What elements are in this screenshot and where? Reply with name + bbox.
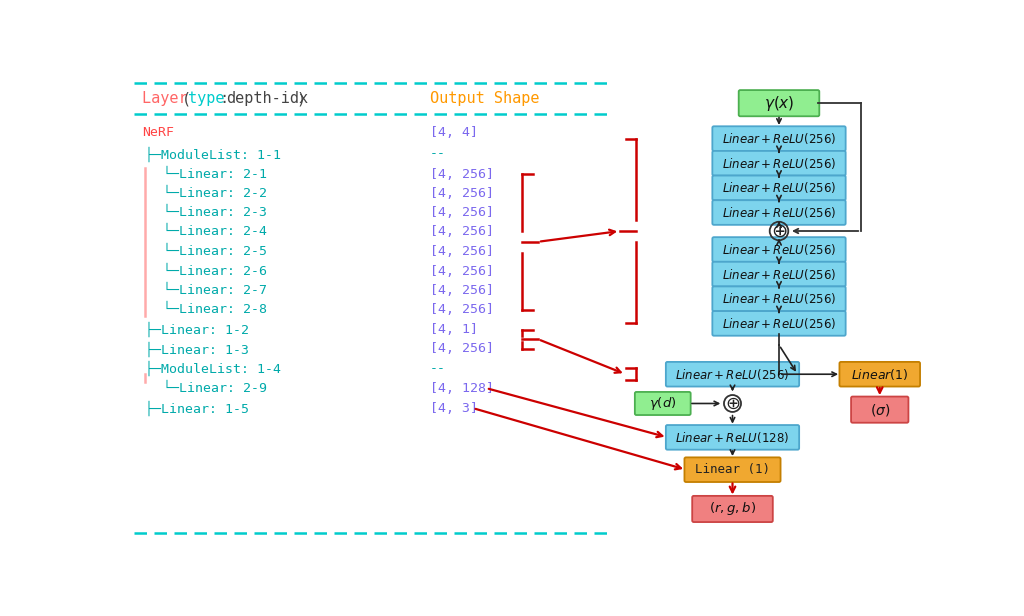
Text: $Linear + ReLU(256)$: $Linear + ReLU(256)$ — [722, 180, 836, 195]
Text: $Linear + ReLU(256)$: $Linear + ReLU(256)$ — [722, 316, 836, 331]
Text: [4, 256]: [4, 256] — [430, 303, 495, 316]
Text: └─Linear: 2-6: └─Linear: 2-6 — [163, 264, 267, 278]
Text: [4, 256]: [4, 256] — [430, 342, 495, 355]
Text: [4, 256]: [4, 256] — [430, 284, 495, 297]
Text: $Linear + ReLU(256)$: $Linear + ReLU(256)$ — [722, 205, 836, 220]
Text: └─Linear: 2-4: └─Linear: 2-4 — [163, 225, 267, 238]
Text: [4, 256]: [4, 256] — [430, 225, 495, 238]
Text: ├─Linear: 1-5: ├─Linear: 1-5 — [145, 400, 249, 416]
Text: $Linear + ReLU(256)$: $Linear + ReLU(256)$ — [722, 242, 836, 257]
Text: $\gamma(d)$: $\gamma(d)$ — [649, 395, 677, 412]
Text: $\gamma(x)$: $\gamma(x)$ — [764, 94, 795, 113]
Text: $Linear + ReLU(256)$: $Linear + ReLU(256)$ — [722, 131, 836, 146]
Text: $Linear + ReLU(256)$: $Linear + ReLU(256)$ — [722, 291, 836, 306]
Text: [4, 256]: [4, 256] — [430, 187, 495, 200]
Text: --: -- — [430, 362, 446, 375]
Text: ├─ModuleList: 1-1: ├─ModuleList: 1-1 — [145, 146, 281, 162]
Text: --: -- — [430, 147, 446, 161]
Text: NeRF: NeRF — [142, 126, 174, 139]
Text: $(r, g, b)$: $(r, g, b)$ — [709, 500, 756, 517]
Text: [4, 256]: [4, 256] — [430, 206, 495, 219]
FancyBboxPatch shape — [713, 286, 846, 311]
Text: ): ) — [297, 91, 306, 106]
Text: Linear (1): Linear (1) — [695, 463, 770, 476]
FancyBboxPatch shape — [684, 457, 780, 482]
Text: [4, 4]: [4, 4] — [430, 126, 478, 139]
FancyBboxPatch shape — [713, 126, 846, 151]
Text: ├─Linear: 1-2: ├─Linear: 1-2 — [145, 322, 249, 338]
Text: $\oplus$: $\oplus$ — [771, 222, 787, 240]
Text: $Linear + ReLU(256)$: $Linear + ReLU(256)$ — [676, 367, 790, 382]
Text: $Linear + ReLU(256)$: $Linear + ReLU(256)$ — [722, 267, 836, 282]
Text: depth-idx: depth-idx — [225, 91, 308, 106]
Text: └─Linear: 2-9: └─Linear: 2-9 — [163, 381, 267, 395]
Text: └─Linear: 2-8: └─Linear: 2-8 — [163, 303, 267, 316]
FancyBboxPatch shape — [713, 200, 846, 225]
Text: (: ( — [182, 91, 191, 106]
FancyBboxPatch shape — [851, 397, 908, 423]
FancyBboxPatch shape — [692, 496, 773, 522]
Text: $\oplus$: $\oplus$ — [725, 394, 740, 413]
FancyBboxPatch shape — [713, 237, 846, 262]
Text: [4, 256]: [4, 256] — [430, 168, 495, 180]
Text: [4, 1]: [4, 1] — [430, 323, 478, 336]
Text: └─Linear: 2-3: └─Linear: 2-3 — [163, 206, 267, 219]
FancyBboxPatch shape — [666, 362, 799, 387]
Text: $(\sigma)$: $(\sigma)$ — [869, 402, 890, 418]
FancyBboxPatch shape — [713, 176, 846, 200]
FancyBboxPatch shape — [666, 425, 799, 450]
Text: Output Shape: Output Shape — [430, 91, 540, 106]
FancyBboxPatch shape — [738, 90, 819, 116]
Text: ├─ModuleList: 1-4: ├─ModuleList: 1-4 — [145, 360, 281, 376]
Text: type: type — [188, 91, 225, 106]
Text: :: : — [219, 91, 228, 106]
Text: └─Linear: 2-1: └─Linear: 2-1 — [163, 168, 267, 180]
Text: [4, 128]: [4, 128] — [430, 381, 495, 395]
Text: $Linear(1)$: $Linear(1)$ — [851, 367, 908, 382]
Text: ├─Linear: 1-3: ├─Linear: 1-3 — [145, 341, 249, 357]
FancyBboxPatch shape — [713, 151, 846, 176]
FancyBboxPatch shape — [713, 311, 846, 336]
Text: [4, 256]: [4, 256] — [430, 245, 495, 257]
Text: [4, 256]: [4, 256] — [430, 264, 495, 278]
Text: └─Linear: 2-7: └─Linear: 2-7 — [163, 284, 267, 297]
Text: Layer: Layer — [142, 91, 197, 106]
Text: [4, 3]: [4, 3] — [430, 402, 478, 415]
FancyBboxPatch shape — [635, 392, 690, 415]
Text: $Linear + ReLU(256)$: $Linear + ReLU(256)$ — [722, 156, 836, 171]
Text: $Linear + ReLU(128)$: $Linear + ReLU(128)$ — [676, 430, 790, 445]
FancyBboxPatch shape — [713, 262, 846, 286]
Text: └─Linear: 2-5: └─Linear: 2-5 — [163, 245, 267, 257]
Text: └─Linear: 2-2: └─Linear: 2-2 — [163, 187, 267, 200]
FancyBboxPatch shape — [840, 362, 920, 387]
